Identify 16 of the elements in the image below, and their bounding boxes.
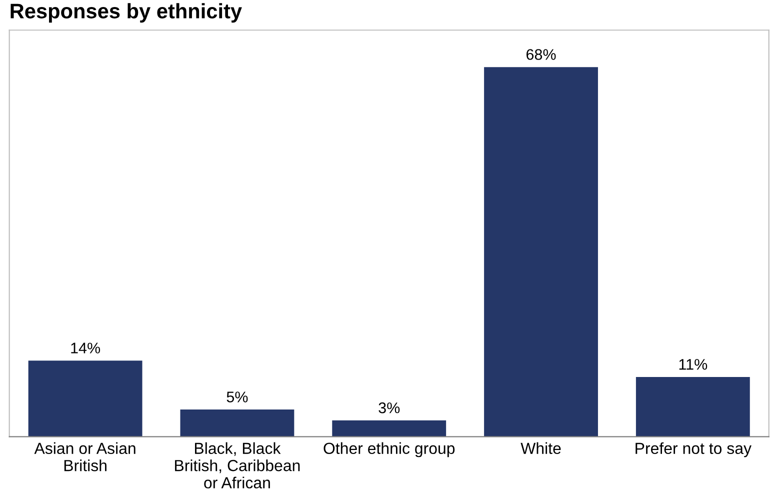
x-tick-label: Prefer not to say [636, 442, 752, 458]
x-tick-label: Other ethnic group [324, 442, 455, 458]
data-label: 3% [378, 402, 400, 414]
data-label: 14% [71, 342, 100, 354]
data-label: 68% [526, 49, 556, 60]
x-tick-label: White [520, 442, 561, 454]
bar [484, 67, 598, 437]
x-tick-label: Black, Black British, Caribbean or African [175, 442, 300, 488]
data-label: 11% [679, 359, 708, 370]
data-label: 5% [226, 392, 248, 402]
bar [180, 410, 294, 437]
bar [332, 420, 446, 437]
bar [28, 360, 142, 437]
chart-title: Responses by ethnicity [10, 3, 242, 23]
bar [636, 376, 750, 437]
x-tick-label: Asian or Asian British [34, 442, 136, 472]
